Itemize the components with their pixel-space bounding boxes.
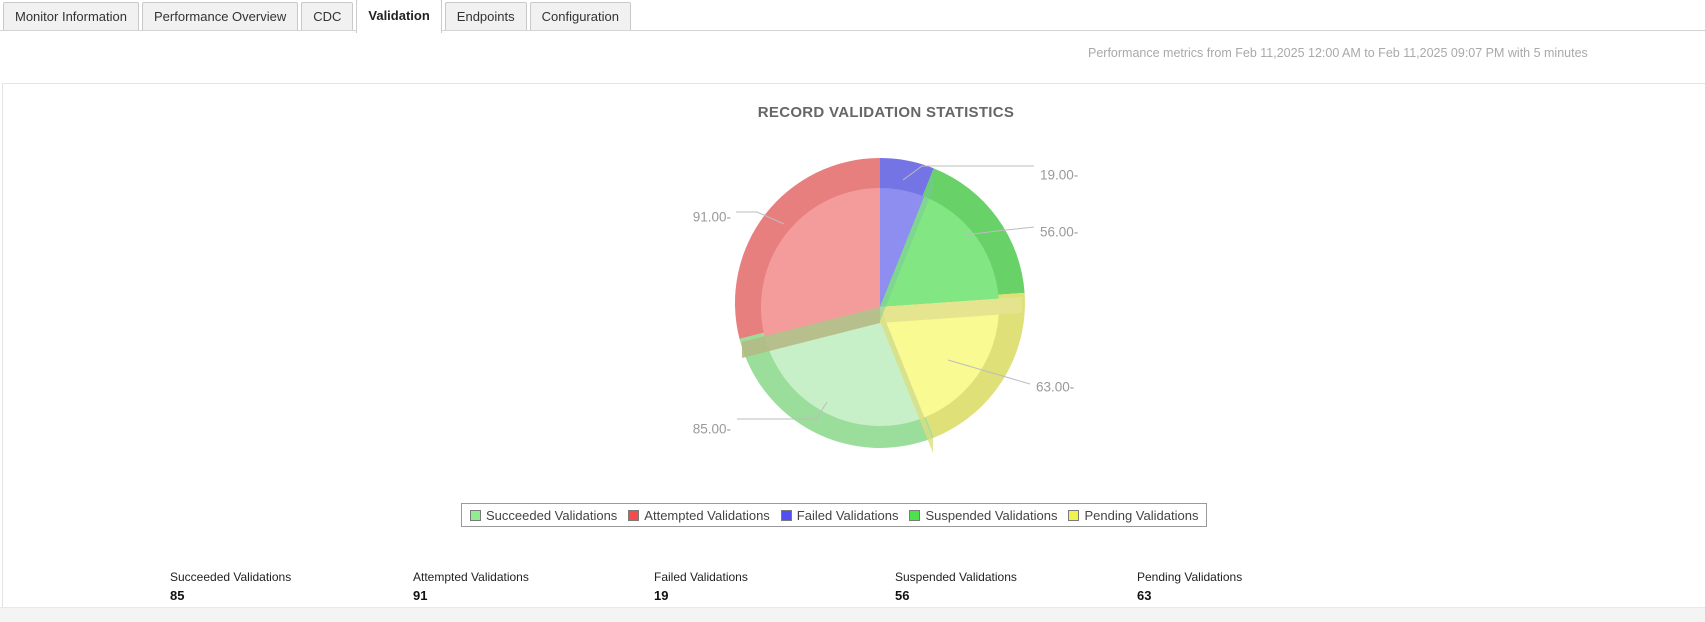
stat-failed-validations: Failed Validations 19 bbox=[654, 570, 884, 603]
legend-swatch-attempted-validations bbox=[628, 509, 640, 521]
stat-suspended-validations: Suspended Validations 56 bbox=[895, 570, 1125, 603]
callout-line-succeeded-validations bbox=[737, 401, 828, 420]
stat-value: 19 bbox=[654, 588, 669, 603]
callout-label-attempted-validations: 91.00- bbox=[693, 210, 731, 225]
legend-item-attempted-validations: Attempted Validations bbox=[628, 508, 770, 523]
callout-label-failed-validations: 19.00- bbox=[1040, 168, 1078, 183]
legend-swatch-suspended-validations bbox=[909, 509, 921, 521]
pie-sidewall-right bbox=[880, 297, 1022, 323]
stat-value: 63 bbox=[1137, 588, 1152, 603]
legend-item-suspended-validations: Suspended Validations bbox=[909, 508, 1057, 523]
chart-title: RECORD VALIDATION STATISTICS bbox=[757, 104, 1015, 121]
tab-cdc[interactable]: CDC bbox=[301, 2, 354, 30]
legend-swatch-failed-validations bbox=[780, 509, 792, 521]
legend-label: Suspended Validations bbox=[925, 507, 1058, 523]
tab-validation[interactable]: Validation bbox=[356, 0, 442, 33]
callout-line-failed-validations bbox=[902, 165, 1034, 181]
callout-line-pending-validations bbox=[947, 359, 1031, 385]
stat-label: Pending Validations bbox=[1137, 570, 1243, 584]
stat-label: Succeeded Validations bbox=[170, 570, 292, 584]
callout-label-succeeded-validations: 85.00- bbox=[693, 422, 731, 437]
callout-label-suspended-validations: 56.00- bbox=[1040, 225, 1078, 240]
stat-label: Failed Validations bbox=[654, 570, 748, 584]
legend-item-pending-validations: Pending Validations bbox=[1068, 508, 1198, 523]
callout-label-pending-validations: 63.00- bbox=[1036, 380, 1074, 395]
stat-value: 85 bbox=[170, 588, 185, 603]
legend-swatch-succeeded-validations bbox=[470, 509, 481, 521]
legend-swatch-pending-validations bbox=[1068, 509, 1080, 521]
stat-attempted-validations: Attempted Validations 91 bbox=[413, 570, 643, 603]
legend-label: Failed Validations bbox=[796, 507, 899, 523]
legend-item-succeeded-validations: Succeeded Validations bbox=[470, 508, 617, 523]
pie-sidewall-bottom bbox=[880, 307, 933, 453]
pie-slice-suspended-validations[interactable] bbox=[880, 196, 999, 308]
stat-label: Attempted Validations bbox=[413, 570, 529, 584]
pie-slice-pending-validations[interactable] bbox=[880, 298, 999, 418]
stat-label: Suspended Validations bbox=[895, 570, 1017, 584]
performance-metrics-caption: Performance metrics from Feb 11,2025 12:… bbox=[1088, 46, 1588, 60]
chart-legend: Succeeded Validations Attempted Validatio… bbox=[461, 503, 1208, 527]
stat-succeeded-validations: Succeeded Validations 85 bbox=[170, 570, 400, 603]
record-validation-pie-chart: 85.00- 91.00- 19.00- 56.00- 63.00- bbox=[693, 158, 1078, 453]
stat-value: 91 bbox=[413, 588, 428, 603]
pie-slice-attempted-validations[interactable] bbox=[760, 188, 880, 337]
callout-line-attempted-validations bbox=[736, 211, 785, 225]
legend-label: Attempted Validations bbox=[644, 507, 770, 523]
tab-configuration[interactable]: Configuration bbox=[529, 2, 631, 30]
legend-item-failed-validations: Failed Validations bbox=[780, 507, 899, 523]
tab-performance-overview[interactable]: Performance Overview bbox=[142, 2, 299, 30]
tab-endpoints[interactable]: Endpoints bbox=[444, 2, 527, 30]
pie-slice-failed-validations[interactable] bbox=[880, 188, 925, 307]
legend-label: Pending Validations bbox=[1084, 507, 1199, 523]
tab-bar: Monitor Information Performance Overview C… bbox=[0, 0, 1705, 33]
pie-sidewall-left bbox=[742, 307, 880, 358]
footer-band bbox=[0, 607, 1705, 622]
stat-value: 56 bbox=[895, 588, 910, 603]
tab-monitor-information[interactable]: Monitor Information bbox=[3, 2, 139, 30]
legend-label: Succeeded Validations bbox=[486, 507, 618, 523]
pie-sidewall-top bbox=[880, 175, 933, 321]
callout-line-suspended-validations bbox=[964, 226, 1035, 236]
stat-pending-validations: Pending Validations 63 bbox=[1137, 570, 1367, 603]
